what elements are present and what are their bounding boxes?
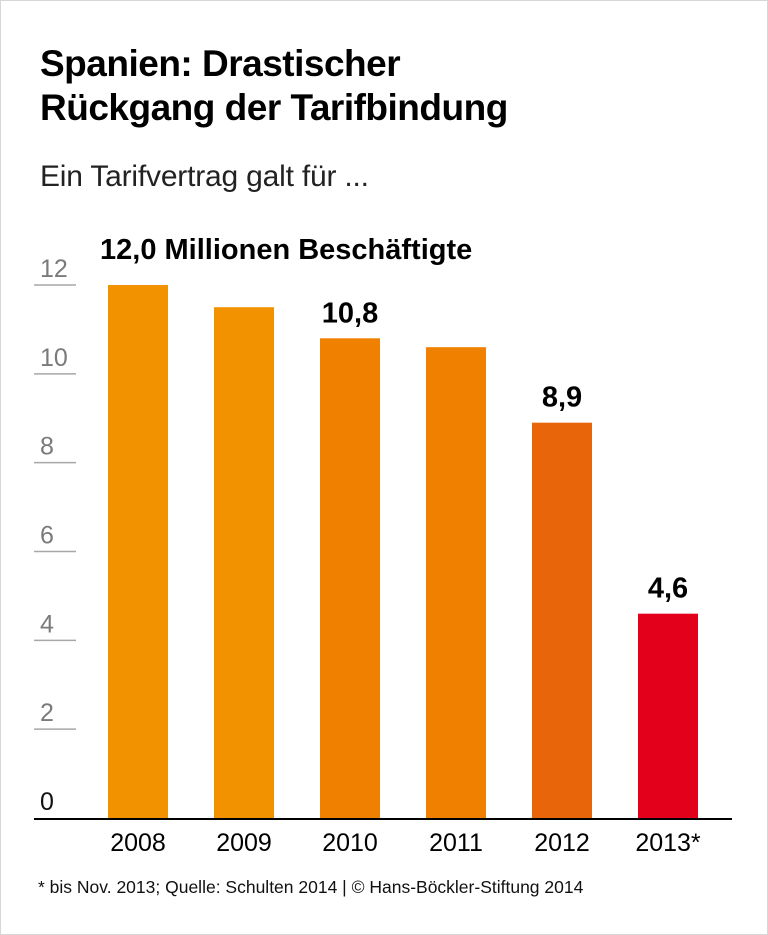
data-label: 12,0 Millionen Beschäftigte bbox=[100, 234, 472, 266]
y-tick-label: 10 bbox=[40, 344, 68, 372]
data-label: 4,6 bbox=[648, 573, 688, 605]
y-axis: 0 2 4 6 8 10 12 bbox=[34, 255, 76, 816]
data-label: 10,8 bbox=[322, 297, 378, 329]
y-tick-label: 6 bbox=[40, 522, 54, 550]
x-tick-label: 2013* bbox=[635, 829, 701, 857]
data-labels: 12,0 Millionen Beschäftigte 10,8 8,9 4,6 bbox=[100, 234, 688, 605]
chart-title: Spanien: Drastischer Rückgang der Tarifb… bbox=[40, 42, 508, 130]
y-tick-label: 0 bbox=[40, 788, 54, 816]
y-tick-label: 8 bbox=[40, 433, 54, 461]
bars bbox=[108, 285, 698, 818]
title-line-1: Spanien: Drastischer bbox=[40, 43, 401, 84]
y-tick-label: 12 bbox=[40, 255, 68, 283]
bar-2008 bbox=[108, 285, 168, 818]
data-label: 8,9 bbox=[542, 382, 582, 414]
title-line-2: Rückgang der Tarifbindung bbox=[40, 87, 508, 128]
bar-2013 bbox=[638, 613, 698, 818]
y-tick-label: 4 bbox=[40, 610, 54, 638]
bar-2010 bbox=[320, 338, 380, 818]
x-axis: 2008 2009 2010 2011 2012 2013* bbox=[34, 818, 732, 857]
x-tick-label: 2012 bbox=[534, 829, 590, 857]
chart-subtitle: Ein Tarifvertrag galt für ... bbox=[40, 160, 369, 193]
y-tick-label: 2 bbox=[40, 699, 54, 727]
bar-2012 bbox=[532, 422, 592, 818]
bar-2009 bbox=[214, 307, 274, 818]
x-tick-label: 2011 bbox=[429, 829, 483, 857]
x-tick-label: 2008 bbox=[110, 829, 166, 857]
bar-2011 bbox=[426, 347, 486, 818]
x-tick-label: 2009 bbox=[216, 829, 272, 857]
source-footnote: * bis Nov. 2013; Quelle: Schulten 2014 |… bbox=[38, 877, 584, 897]
x-tick-label: 2010 bbox=[322, 829, 378, 857]
